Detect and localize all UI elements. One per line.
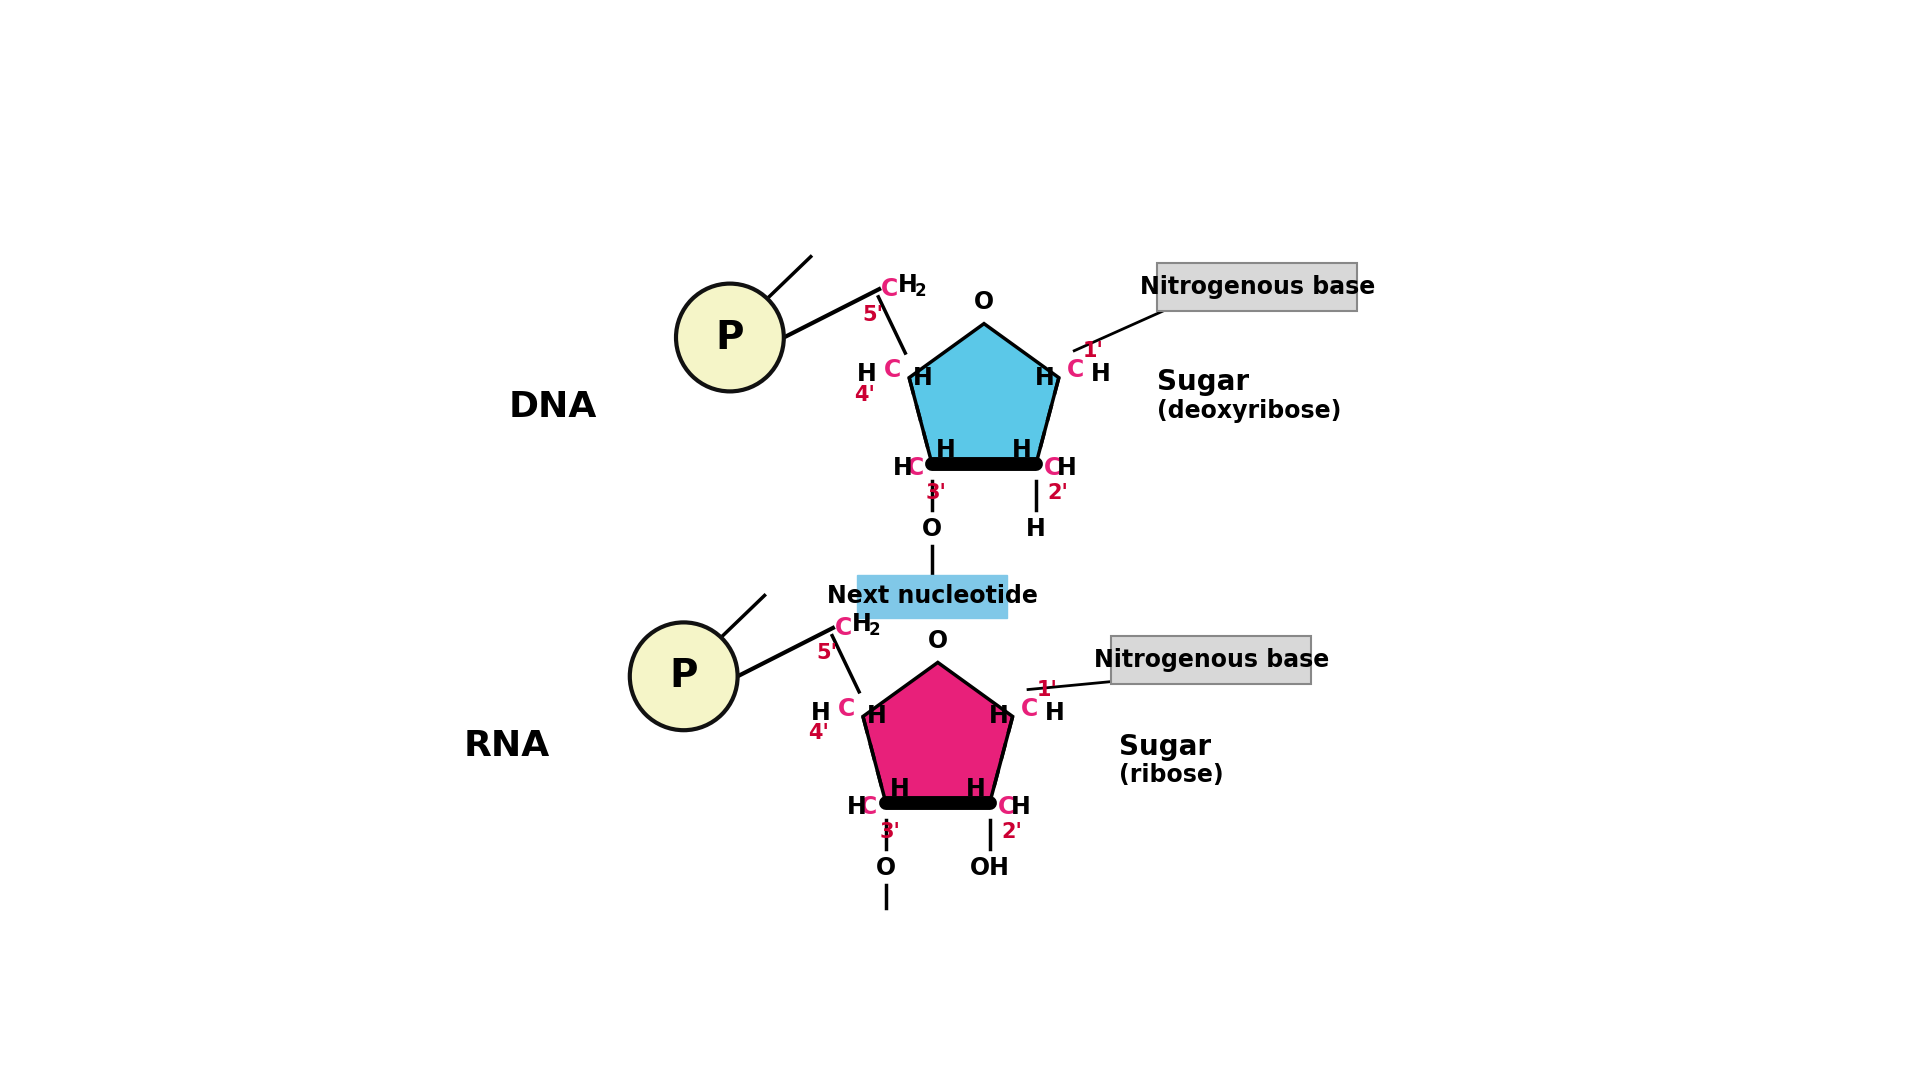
Text: (deoxyribose): (deoxyribose): [1158, 399, 1342, 422]
Text: 1': 1': [1037, 679, 1058, 700]
Text: H: H: [847, 795, 866, 819]
Text: H: H: [937, 438, 956, 462]
Text: 1': 1': [1083, 341, 1104, 361]
Text: Nitrogenous base: Nitrogenous base: [1140, 274, 1375, 299]
Text: O: O: [922, 517, 943, 541]
Text: H: H: [893, 456, 912, 480]
Text: H: H: [868, 704, 887, 729]
Text: O: O: [927, 630, 948, 653]
Text: O: O: [973, 291, 995, 314]
Text: H: H: [966, 777, 985, 801]
Text: H: H: [1044, 701, 1066, 725]
Text: H: H: [1035, 366, 1054, 390]
FancyBboxPatch shape: [1112, 636, 1311, 684]
Text: Nitrogenous base: Nitrogenous base: [1094, 648, 1329, 672]
Circle shape: [676, 284, 783, 391]
Text: C: C: [837, 697, 854, 720]
Text: H: H: [810, 701, 831, 725]
Text: H: H: [851, 612, 872, 636]
Text: Next nucleotide: Next nucleotide: [828, 584, 1037, 608]
Text: (ribose): (ribose): [1119, 762, 1223, 787]
Text: H: H: [856, 362, 877, 386]
Text: 5': 5': [862, 305, 883, 325]
Text: H: H: [1010, 795, 1031, 819]
Text: C: C: [1068, 357, 1085, 382]
Text: 2': 2': [1000, 822, 1021, 842]
Text: H: H: [899, 273, 918, 297]
Text: 2: 2: [868, 621, 879, 639]
Text: 3': 3': [879, 822, 900, 842]
Text: C: C: [860, 795, 877, 819]
Text: C: C: [881, 278, 899, 301]
FancyBboxPatch shape: [856, 575, 1008, 618]
Polygon shape: [862, 662, 1012, 802]
Text: 4': 4': [854, 384, 876, 405]
Text: Sugar: Sugar: [1158, 368, 1250, 396]
Text: DNA: DNA: [509, 390, 597, 423]
Text: C: C: [906, 456, 924, 480]
Text: H: H: [1056, 456, 1077, 480]
Text: O: O: [876, 856, 897, 880]
Circle shape: [630, 622, 737, 730]
Text: H: H: [1012, 438, 1031, 462]
Text: RNA: RNA: [463, 729, 549, 762]
Text: 3': 3': [925, 483, 947, 503]
Text: H: H: [914, 366, 933, 390]
Text: Sugar: Sugar: [1119, 733, 1212, 761]
Text: H: H: [1091, 362, 1112, 386]
Text: C: C: [1021, 697, 1039, 720]
Text: OH: OH: [970, 856, 1010, 880]
Text: P: P: [716, 319, 745, 356]
Text: 4': 4': [808, 724, 829, 743]
Text: H: H: [989, 704, 1008, 729]
Text: C: C: [883, 357, 900, 382]
Text: H: H: [889, 777, 910, 801]
Text: 2: 2: [914, 283, 925, 300]
Text: 2': 2': [1046, 483, 1068, 503]
Text: P: P: [670, 658, 699, 696]
Text: C: C: [835, 616, 852, 640]
Text: H: H: [1025, 517, 1046, 541]
FancyBboxPatch shape: [1158, 262, 1357, 311]
Polygon shape: [910, 324, 1058, 464]
Text: 5': 5': [816, 644, 837, 663]
Text: C: C: [998, 795, 1016, 819]
Text: C: C: [1044, 456, 1062, 480]
